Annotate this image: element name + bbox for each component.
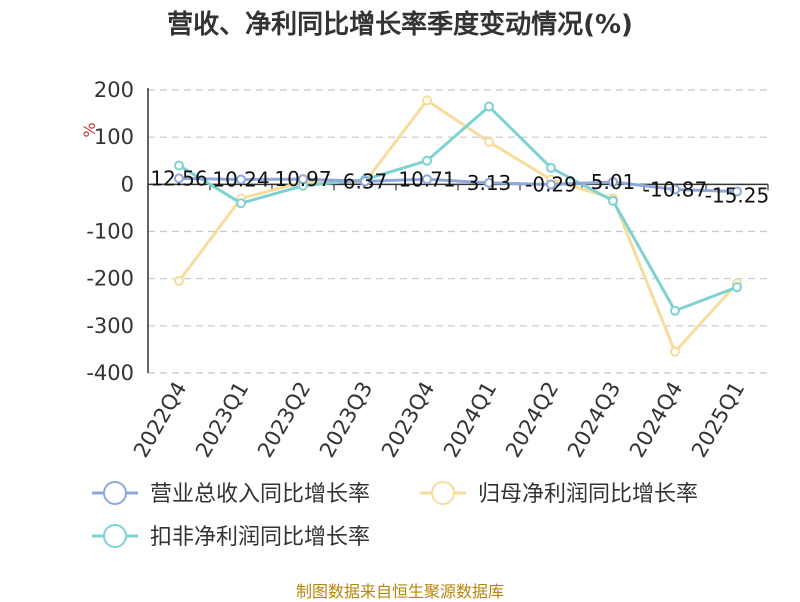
data-label: 6.37: [343, 169, 388, 193]
x-tick-label: 2023Q1: [191, 378, 253, 462]
data-point: [360, 176, 370, 187]
legend-marker: [431, 481, 455, 505]
data-point: [174, 160, 184, 171]
data-point: [484, 136, 494, 147]
y-axis-label: %: [80, 122, 99, 137]
series-line: [177, 98, 739, 354]
data-label: -0.29: [525, 172, 577, 196]
chart-title: 营收、净利同比增长率季度变动情况(%): [167, 10, 633, 40]
y-tick-label: -300: [86, 314, 134, 338]
x-tick-label: 2024Q4: [625, 378, 687, 462]
data-point: [236, 198, 246, 209]
x-tick-label: 2022Q4: [129, 378, 191, 462]
data-labels: 12.56 10.24 10.97 6.37 10.71 3.13 -0.29 5.01 -10…: [150, 166, 769, 207]
x-tick-label: 2024Q2: [501, 378, 563, 462]
data-point: [484, 177, 494, 188]
data-point: [422, 95, 432, 106]
data-point: [608, 176, 618, 187]
series-lines: [174, 95, 742, 357]
data-point: [236, 174, 246, 185]
x-tick-label: 2024Q1: [439, 378, 501, 462]
series-line: [178, 176, 738, 194]
x-tick-label: 2023Q3: [315, 378, 377, 462]
data-point: [484, 101, 494, 112]
data-label: -15.25: [705, 184, 769, 208]
data-point: [546, 179, 556, 190]
x-tick-label: 2025Q1: [687, 378, 749, 462]
data-label: 10.97: [274, 167, 331, 191]
x-tick-label: 2023Q4: [377, 378, 439, 462]
data-label: 10.24: [212, 168, 269, 192]
data-point: [546, 162, 556, 173]
data-label: -10.87: [643, 177, 707, 201]
data-point: [422, 155, 432, 166]
data-point: [608, 195, 618, 206]
y-tick-label: 0: [121, 172, 134, 196]
data-point: [670, 346, 680, 357]
legend-label: 归母净利润同比增长率: [478, 482, 698, 507]
y-tick-label: -400: [86, 361, 134, 385]
data-point: [670, 305, 680, 316]
data-point: [174, 276, 184, 287]
y-tick-label: 200: [94, 78, 134, 102]
y-tick-label: -100: [86, 220, 134, 244]
data-point: [732, 186, 742, 197]
legend-label: 营业总收入同比增长率: [150, 482, 370, 507]
y-tick-label: -200: [86, 267, 134, 291]
y-tick-label: 100: [94, 125, 134, 149]
legend-label: 扣非净利润同比增长率: [150, 525, 370, 550]
x-tick-label: 2023Q2: [253, 378, 315, 462]
legend-marker: [103, 481, 127, 505]
data-label: 3.13: [467, 171, 512, 195]
data-point: [670, 184, 680, 195]
data-point: [298, 174, 308, 185]
source-note: 制图数据来自恒生聚源数据库: [295, 582, 504, 601]
data-label: 5.01: [591, 170, 636, 194]
data-label: 10.71: [398, 167, 455, 191]
legend-marker: [103, 524, 127, 548]
data-label: 12.56: [150, 166, 207, 190]
data-point: [732, 282, 742, 293]
data-point: [422, 174, 432, 185]
series-line: [178, 105, 738, 313]
data-point: [174, 173, 184, 184]
x-tick-label: 2024Q3: [563, 378, 625, 462]
